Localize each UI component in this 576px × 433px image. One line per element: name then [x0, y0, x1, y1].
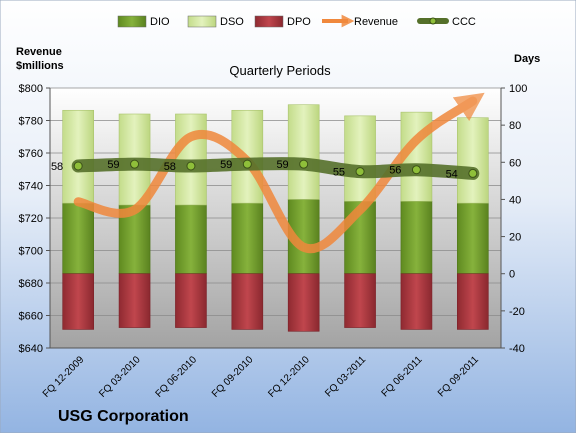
legend-swatch-dpo	[254, 15, 284, 28]
ccc-data-label: 55	[333, 167, 345, 179]
left-tick-label: $680	[19, 278, 43, 290]
bar-dio	[175, 204, 207, 275]
legend-label-dio: DIO	[150, 16, 170, 28]
ccc-data-label: 54	[446, 168, 458, 180]
bar-dio	[231, 202, 264, 275]
bar-dpo	[344, 273, 376, 328]
bar-dpo	[118, 273, 151, 328]
left-tick-label: $720	[19, 213, 43, 225]
ccc-data-label: 59	[220, 159, 232, 171]
ccc-point	[186, 161, 196, 171]
bar-dso	[62, 109, 94, 204]
ccc-data-label: 59	[107, 159, 119, 171]
left-tick-label: $640	[19, 343, 43, 355]
bar-dpo	[400, 273, 433, 330]
right-tick-label: 80	[509, 120, 521, 132]
bar-dpo	[231, 273, 264, 330]
left-tick-label: $700	[19, 246, 43, 258]
right-tick-label: 60	[509, 157, 521, 169]
ccc-point	[130, 159, 140, 169]
bar-dio	[400, 200, 433, 275]
ccc-point	[242, 159, 252, 169]
left-axis-title-line1: Revenue	[16, 46, 62, 58]
left-tick-label: $760	[19, 148, 43, 160]
legend-label-revenue: Revenue	[354, 16, 398, 28]
ccc-point	[355, 167, 365, 177]
legend-label-dpo: DPO	[287, 16, 311, 28]
bar-dso	[457, 117, 489, 204]
left-tick-label: $740	[19, 181, 43, 193]
ccc-data-label: 56	[389, 165, 401, 177]
left-axis-title-line2: $millions	[16, 60, 64, 72]
bar-dpo	[287, 273, 320, 332]
left-tick-label: $660	[19, 311, 43, 323]
legend-marker-ccc	[429, 17, 437, 25]
labels: 58 59 58 59 59 55 56 54	[51, 159, 458, 180]
legend-swatch-dio	[117, 15, 147, 28]
bar-dso	[287, 104, 320, 200]
ccc-data-label: 58	[51, 161, 63, 173]
ccc-data-label: 59	[276, 159, 288, 171]
legend-label-dso: DSO	[220, 16, 244, 28]
left-tick-label: $780	[19, 116, 43, 128]
right-tick-label: 0	[509, 269, 515, 281]
right-tick-label: 100	[509, 83, 527, 95]
legend-label-ccc: CCC	[452, 16, 476, 28]
ccc-point	[299, 159, 309, 169]
bar-dio	[457, 202, 489, 275]
bar-dpo	[457, 273, 489, 330]
left-tick-label: $800	[19, 83, 43, 95]
right-tick-label: 20	[509, 232, 521, 244]
bar-dpo	[62, 273, 94, 330]
right-tick-label: 40	[509, 194, 521, 206]
right-axis-title: Days	[514, 53, 540, 65]
bar-dso	[344, 115, 376, 202]
ccc-point	[411, 165, 421, 175]
bar-dpo	[175, 273, 207, 328]
bar-dio	[62, 202, 94, 275]
revenue-line	[73, 92, 485, 254]
legend: DIO DSO DPO Revenue CCC	[117, 14, 476, 28]
legend-swatch-dso	[187, 15, 217, 28]
right-tick-label: -20	[509, 306, 525, 318]
right-tick-label: -40	[509, 343, 525, 355]
ccc-data-label: 58	[164, 161, 176, 173]
company-name: USG Corporation	[58, 408, 189, 425]
lines	[71, 92, 485, 254]
ccc-point	[73, 161, 83, 171]
ccc-point	[468, 168, 478, 178]
chart-title: Quarterly Periods	[229, 63, 331, 78]
ccc-line	[71, 157, 480, 180]
